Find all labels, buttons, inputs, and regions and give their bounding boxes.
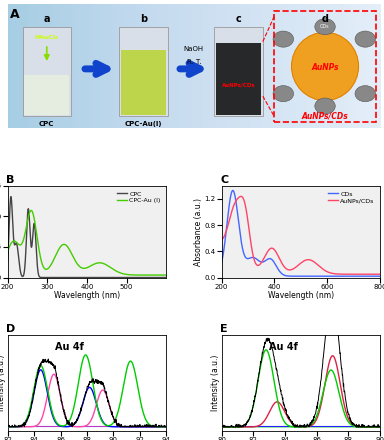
Text: A: A bbox=[10, 8, 19, 21]
CDs bbox=[378, 274, 382, 279]
Bar bbox=[25, 75, 69, 115]
Text: Au 4f: Au 4f bbox=[269, 342, 298, 352]
Text: CDs: CDs bbox=[320, 24, 330, 29]
CDs bbox=[240, 247, 245, 253]
CPC-Au (I) bbox=[164, 272, 169, 278]
CPC bbox=[75, 275, 80, 280]
Ellipse shape bbox=[315, 18, 335, 35]
Text: a: a bbox=[43, 14, 50, 24]
Y-axis label: Absorbance (a.u.): Absorbance (a.u.) bbox=[194, 198, 203, 266]
AuNPs/CDs bbox=[306, 257, 311, 262]
CPC-Au (I) bbox=[22, 236, 26, 241]
CPC-Au (I) bbox=[75, 262, 80, 267]
CPC bbox=[132, 275, 137, 280]
Ellipse shape bbox=[315, 98, 335, 114]
CPC bbox=[70, 275, 74, 280]
CPC bbox=[80, 275, 84, 280]
CPC bbox=[164, 275, 169, 280]
Text: E: E bbox=[220, 324, 228, 334]
AuNPs/CDs bbox=[378, 271, 382, 277]
CPC-Au (I) bbox=[70, 252, 74, 257]
Line: CDs: CDs bbox=[222, 191, 380, 276]
Ellipse shape bbox=[355, 31, 376, 47]
Text: c: c bbox=[236, 14, 242, 24]
CPC bbox=[8, 194, 13, 199]
Text: d: d bbox=[321, 15, 329, 24]
AuNPs/CDs bbox=[288, 267, 293, 272]
CDs bbox=[303, 274, 307, 279]
AuNPs/CDs bbox=[303, 258, 307, 263]
CPC bbox=[114, 275, 119, 280]
Text: CPC-Au(I): CPC-Au(I) bbox=[125, 121, 162, 127]
CPC bbox=[5, 258, 10, 264]
AuNPs/CDs bbox=[238, 194, 243, 199]
CDs bbox=[288, 274, 293, 279]
Y-axis label: Intensity (a.u.): Intensity (a.u.) bbox=[211, 355, 220, 411]
Bar bbox=[23, 27, 71, 116]
Ellipse shape bbox=[355, 86, 376, 102]
Ellipse shape bbox=[273, 86, 293, 102]
X-axis label: Wavelength (nm): Wavelength (nm) bbox=[54, 291, 120, 300]
Bar bbox=[214, 27, 263, 116]
CPC-Au (I) bbox=[129, 272, 134, 278]
Text: C: C bbox=[220, 175, 228, 185]
Text: AuNPs/CDs: AuNPs/CDs bbox=[222, 82, 255, 88]
Text: b: b bbox=[140, 14, 147, 24]
Bar bbox=[121, 51, 166, 115]
AuNPs/CDs bbox=[246, 223, 251, 228]
CPC bbox=[129, 275, 134, 280]
Y-axis label: Intensity (a.u.): Intensity (a.u.) bbox=[0, 355, 6, 411]
Text: CPC: CPC bbox=[39, 121, 55, 127]
CDs bbox=[306, 274, 311, 279]
CPC-Au (I) bbox=[5, 249, 10, 254]
CPC-Au (I) bbox=[29, 208, 33, 213]
Text: AuNPs/CDs: AuNPs/CDs bbox=[302, 112, 348, 121]
CPC bbox=[22, 271, 26, 276]
Text: NaOH: NaOH bbox=[184, 45, 204, 51]
Line: CPC-Au (I): CPC-Au (I) bbox=[8, 210, 166, 275]
CDs bbox=[219, 260, 224, 265]
Text: B: B bbox=[6, 175, 15, 185]
Line: AuNPs/CDs: AuNPs/CDs bbox=[222, 196, 380, 274]
AuNPs/CDs bbox=[219, 237, 224, 242]
Text: D: D bbox=[6, 324, 15, 334]
AuNPs/CDs bbox=[240, 195, 245, 200]
CDs bbox=[246, 256, 251, 261]
Bar bbox=[274, 11, 376, 122]
CDs bbox=[230, 188, 235, 193]
CPC-Au (I) bbox=[132, 272, 137, 278]
Text: Au 4f: Au 4f bbox=[55, 342, 84, 352]
Text: AuNPs: AuNPs bbox=[311, 63, 339, 72]
Legend: CPC, CPC-Au (I): CPC, CPC-Au (I) bbox=[115, 189, 163, 206]
Ellipse shape bbox=[273, 31, 293, 47]
Bar bbox=[216, 43, 261, 115]
CPC-Au (I) bbox=[114, 269, 119, 274]
CDs bbox=[320, 274, 324, 279]
Text: R. T.: R. T. bbox=[187, 59, 201, 65]
Bar bbox=[119, 27, 168, 116]
Line: CPC: CPC bbox=[8, 197, 166, 278]
Text: HAuCl₄: HAuCl₄ bbox=[35, 35, 59, 40]
AuNPs/CDs bbox=[273, 248, 278, 253]
CDs bbox=[273, 261, 278, 267]
Ellipse shape bbox=[291, 32, 359, 100]
Legend: CDs, AuNPs/CDs: CDs, AuNPs/CDs bbox=[326, 189, 377, 206]
X-axis label: Wavelength (nm): Wavelength (nm) bbox=[268, 291, 334, 300]
